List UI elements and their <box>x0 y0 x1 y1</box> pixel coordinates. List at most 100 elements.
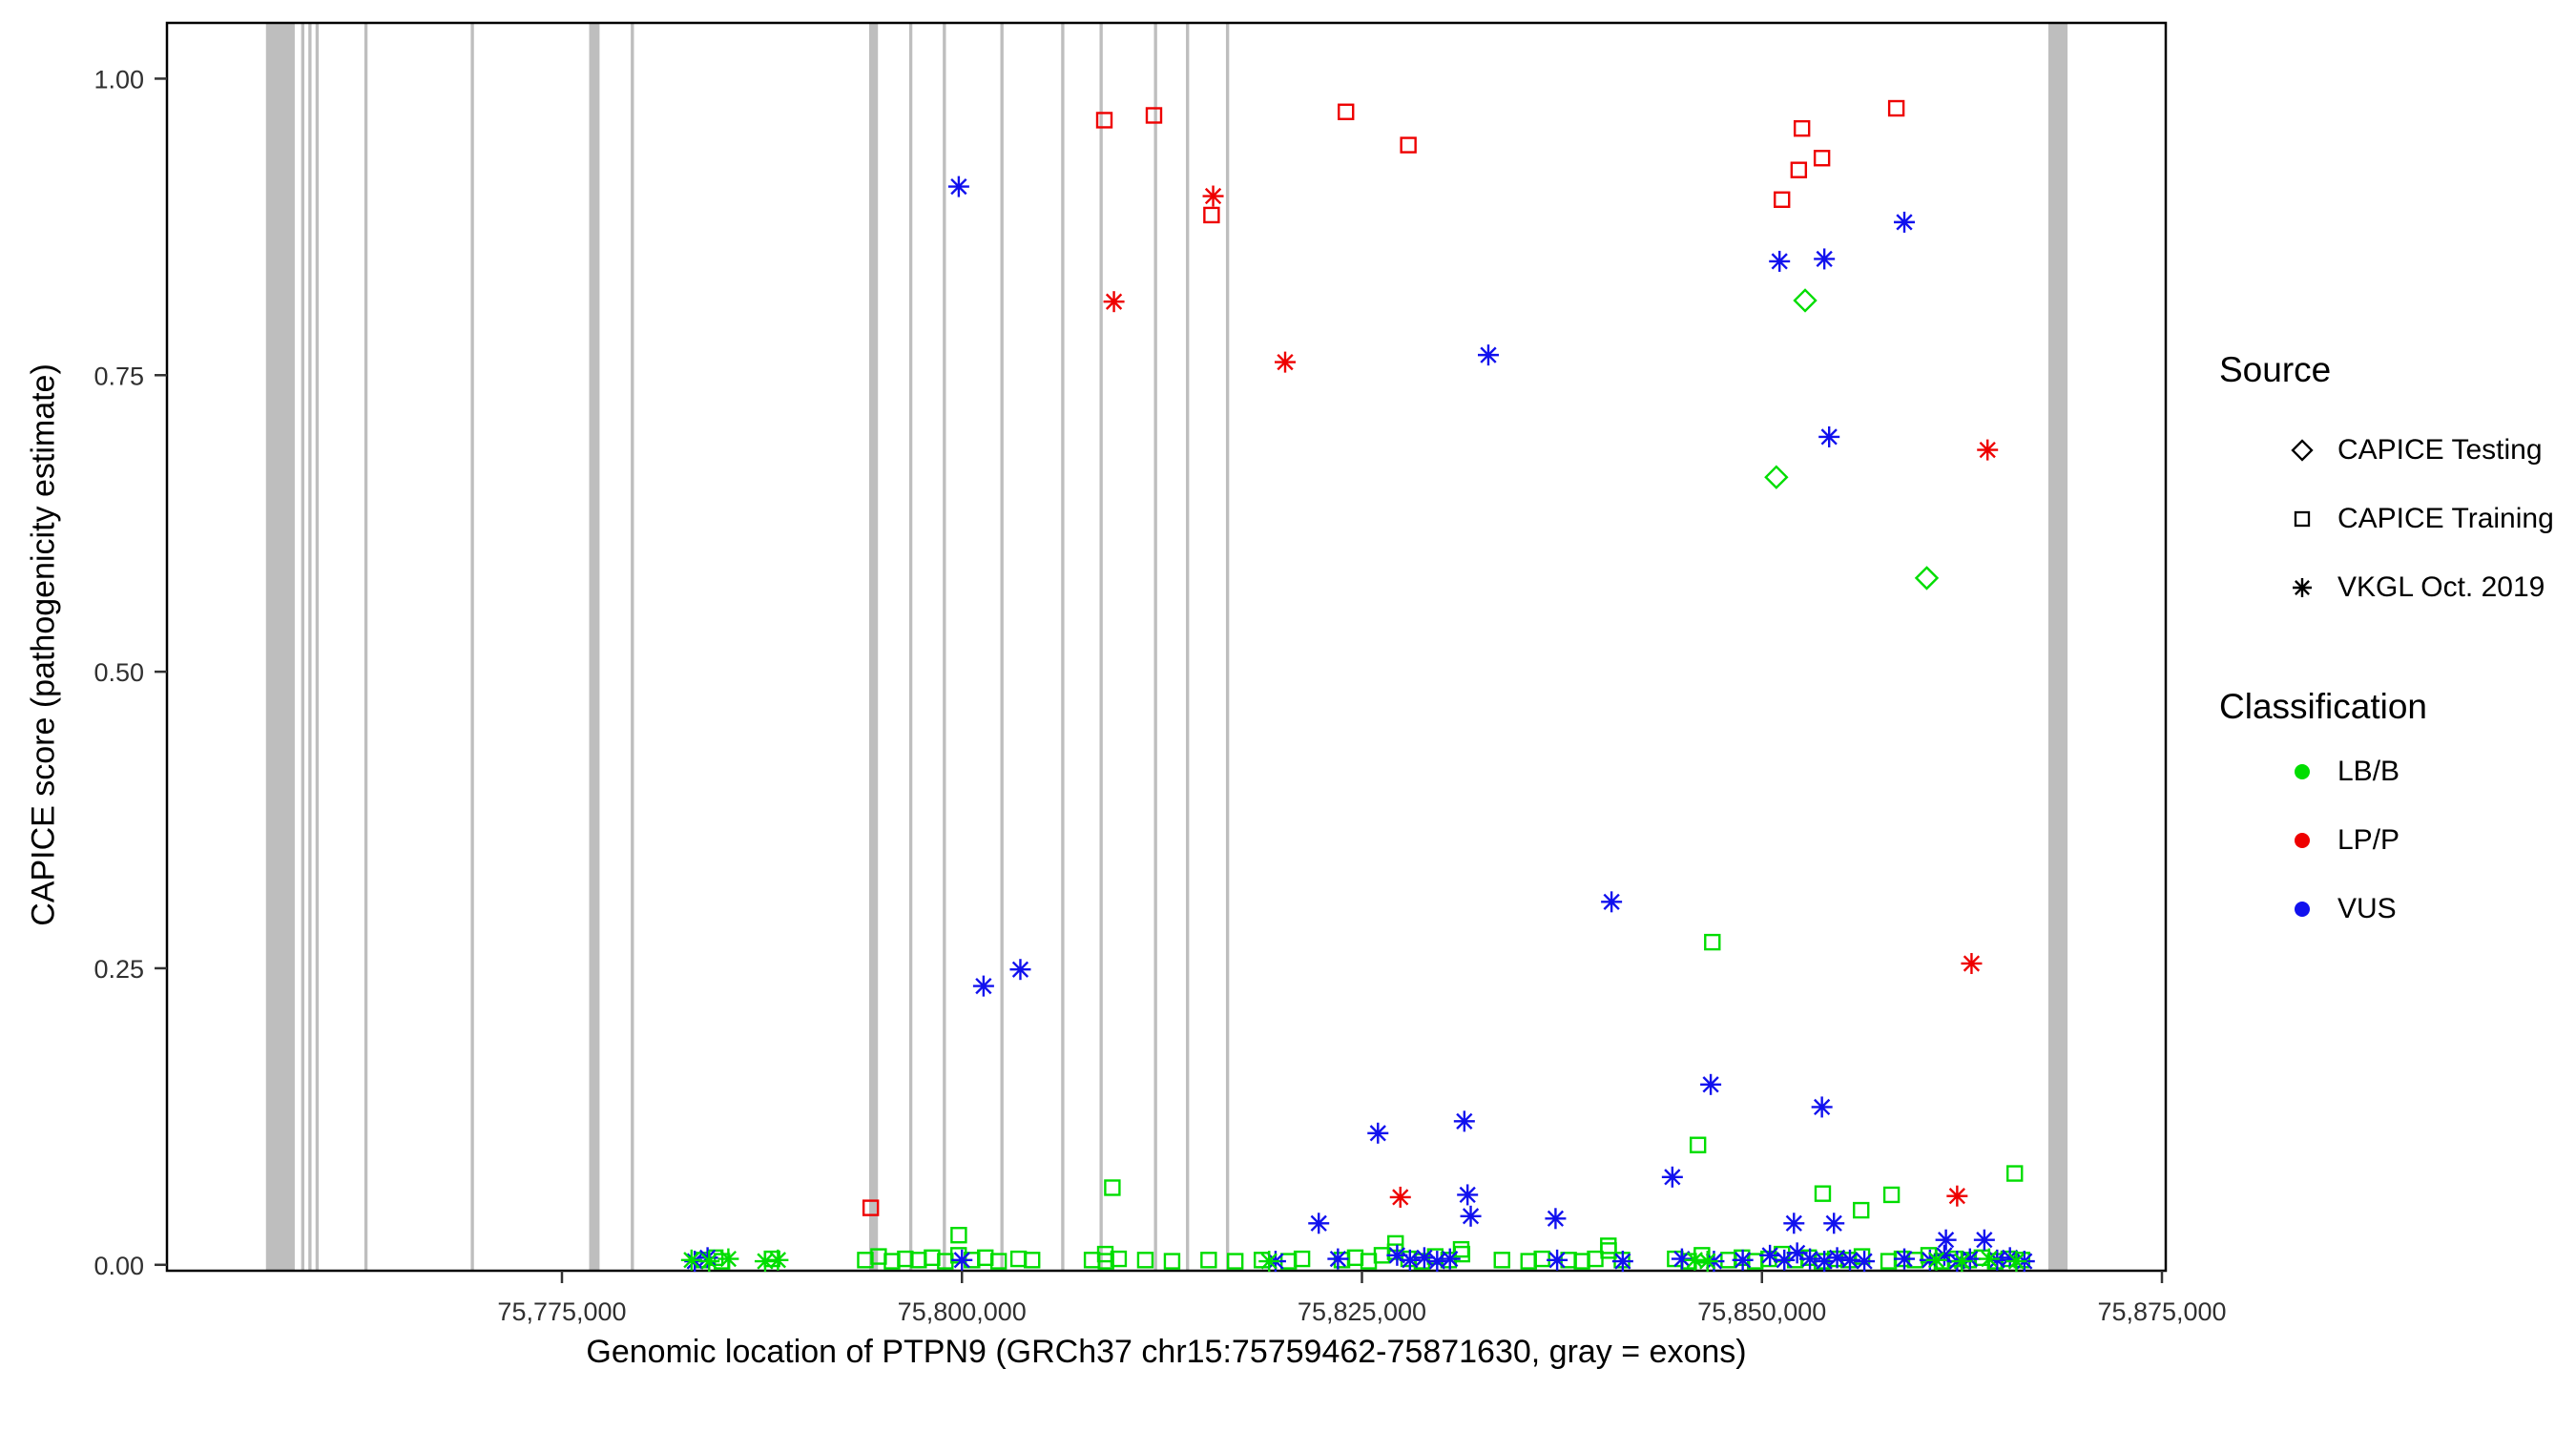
data-point-asterisk <box>1202 185 1224 207</box>
exon-bar <box>631 23 634 1271</box>
legend-label-capice-training: CAPICE Training <box>2337 503 2554 534</box>
data-point-asterisk <box>1732 1249 1754 1271</box>
data-point-asterisk <box>1946 1185 1968 1207</box>
legend-item-capice-training: CAPICE Training <box>2219 498 2563 540</box>
data-point-asterisk <box>1973 1229 1995 1251</box>
data-point-square <box>1145 107 1163 124</box>
data-point-asterisk <box>1477 344 1499 366</box>
lpp-color-dot <box>2295 833 2310 848</box>
data-point-square <box>1226 1253 1244 1270</box>
data-point-asterisk <box>1700 1073 1722 1095</box>
data-point-asterisk <box>1814 1251 1836 1273</box>
exon-bar <box>1186 23 1190 1271</box>
data-point-asterisk <box>1814 248 1836 270</box>
data-point-asterisk <box>2005 1251 2027 1273</box>
data-point-square <box>1009 1250 1028 1268</box>
data-point-square <box>1200 1252 1217 1269</box>
data-point-diamond <box>1764 465 1789 489</box>
data-point-asterisk <box>1009 959 1031 981</box>
vus-color-dot <box>2295 902 2310 917</box>
exon-bar <box>265 23 295 1271</box>
data-point-asterisk <box>972 975 994 997</box>
exon-bar <box>315 23 320 1271</box>
data-point-diamond <box>1793 288 1818 313</box>
data-point-asterisk <box>680 1249 702 1271</box>
data-point-square <box>1533 1250 1550 1268</box>
data-point-asterisk <box>1894 1248 1916 1270</box>
data-point-square <box>2006 1165 2024 1182</box>
data-point-square <box>1587 1250 1604 1268</box>
data-point-asterisk <box>717 1248 739 1270</box>
data-point-square <box>1813 150 1831 167</box>
y-tick-label: 0.50 <box>93 658 144 687</box>
data-point-asterisk <box>1978 1248 2000 1270</box>
data-point-asterisk <box>947 176 969 197</box>
y-tick-label: 0.25 <box>93 955 144 984</box>
x-tick-label: 75,825,000 <box>1298 1297 1426 1326</box>
exon-bar <box>1153 23 1157 1271</box>
data-point-asterisk <box>1661 1166 1683 1188</box>
data-point-asterisk <box>754 1251 776 1273</box>
data-point-square <box>1095 112 1113 129</box>
exon-bar <box>470 23 474 1271</box>
data-point-asterisk <box>1413 1247 1435 1269</box>
x-tick-label: 75,800,000 <box>898 1297 1027 1326</box>
x-tick-label: 75,850,000 <box>1697 1297 1826 1326</box>
legend-label-lbb: LB/B <box>2337 756 2400 787</box>
data-point-asterisk <box>1684 1249 1706 1271</box>
x-tick-label: 75,875,000 <box>2097 1297 2226 1326</box>
exon-bar <box>1061 23 1065 1271</box>
data-point-asterisk <box>1399 1249 1421 1271</box>
exon-bar <box>364 23 368 1271</box>
asterisk-icon <box>2293 578 2312 597</box>
x-tick-label: 75,775,000 <box>497 1297 626 1326</box>
exon-bar <box>868 23 879 1271</box>
data-point-square <box>989 1253 1008 1270</box>
legend-classification-group: Classification LB/B LP/P VUS <box>2219 686 2563 930</box>
data-point-diamond <box>1914 566 1940 591</box>
data-point-asterisk <box>1671 1248 1693 1270</box>
data-point-asterisk <box>1826 1247 1848 1269</box>
data-point-square <box>1887 99 1905 117</box>
data-point-asterisk <box>1961 952 1983 974</box>
data-point-asterisk <box>1696 1251 1718 1273</box>
exon-bar <box>1225 23 1230 1271</box>
data-point-square <box>862 1199 880 1216</box>
diamond-icon <box>2291 439 2314 462</box>
legend-label-vus: VUS <box>2337 893 2397 924</box>
data-point-asterisk <box>767 1249 789 1271</box>
data-point-asterisk <box>1601 891 1623 913</box>
exon-bar <box>589 23 600 1271</box>
data-point-square <box>1293 1250 1311 1268</box>
data-point-asterisk <box>1951 1251 1973 1273</box>
y-tick-label: 0.75 <box>93 362 144 390</box>
data-point-asterisk <box>1854 1251 1876 1273</box>
data-point-square <box>1689 1136 1707 1153</box>
data-point-asterisk <box>1783 1213 1805 1234</box>
data-point-square <box>1853 1201 1870 1219</box>
data-point-asterisk <box>1894 211 1916 233</box>
data-point-asterisk <box>696 1247 718 1269</box>
data-point-asterisk <box>1545 1208 1567 1230</box>
data-point-asterisk <box>1769 250 1791 272</box>
data-point-square <box>1387 1234 1404 1253</box>
exon-bar <box>1099 23 1103 1271</box>
legend-item-capice-testing: CAPICE Testing <box>2219 429 2563 471</box>
y-tick-label: 0.00 <box>93 1252 144 1280</box>
exon-bar <box>308 23 312 1271</box>
data-point-square <box>1338 103 1355 120</box>
data-point-asterisk <box>1799 1248 1821 1270</box>
exon-bar <box>1000 23 1004 1271</box>
data-point-asterisk <box>1611 1251 1633 1273</box>
data-point-asterisk <box>1925 1249 1947 1271</box>
data-point-asterisk <box>1759 1244 1781 1266</box>
y-tick-label: 1.00 <box>93 65 144 93</box>
data-point-square <box>1097 1253 1114 1270</box>
data-point-square <box>1882 1186 1901 1204</box>
data-point-asterisk <box>1811 1096 1833 1118</box>
data-point-square <box>1493 1252 1510 1269</box>
data-point-square <box>1774 191 1791 208</box>
data-point-square <box>1110 1250 1128 1268</box>
